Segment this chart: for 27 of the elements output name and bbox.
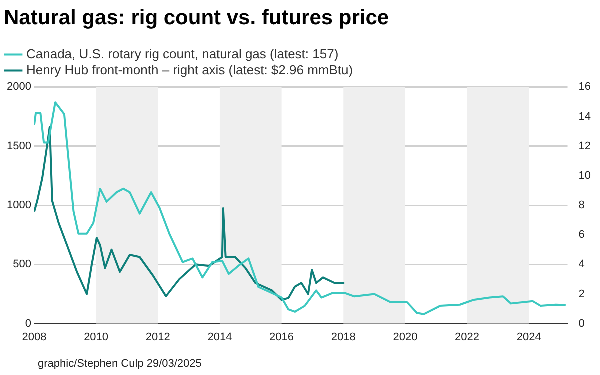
y2-tick-label: 14 — [578, 110, 592, 123]
x-tick-label: 2008 — [22, 331, 47, 344]
y2-tick-label: 4 — [578, 258, 585, 271]
y-tick-label: 0 — [25, 318, 32, 330]
x-tick-label: 2012 — [146, 331, 170, 344]
y2-tick-label: 0 — [578, 318, 585, 330]
chart-title: Natural gas: rig count vs. futures price — [4, 6, 390, 30]
y-tick-label: 1000 — [6, 200, 32, 212]
x-tick-label: 2024 — [516, 331, 542, 344]
y2-tick-label: 8 — [578, 200, 585, 212]
y-tick-label: 1500 — [6, 140, 32, 152]
text: graphic/Stephen Culp 29/03/2025 — [38, 358, 202, 370]
y2-tick-label: 10 — [578, 170, 592, 182]
x-tick-label: 2016 — [270, 331, 294, 344]
x-tick-label: 2022 — [455, 331, 480, 344]
x-tick-label: 2018 — [331, 331, 356, 344]
y2-tick-label: 6 — [578, 229, 585, 242]
legend-label: Henry Hub front-month – right axis (latest: $2.96 mmBtu) — [26, 62, 354, 78]
y2-tick-label: 12 — [578, 140, 592, 152]
y-tick-label: 500 — [13, 258, 32, 271]
legend-label: Canada, U.S. rotary rig count, natural gas (latest: 157) — [26, 46, 339, 62]
y2-tick-label: 2 — [578, 288, 585, 300]
x-tick-label: 2010 — [84, 331, 109, 344]
x-tick-label: 2020 — [393, 331, 418, 344]
y-tick-label: 2000 — [6, 81, 32, 94]
y2-tick-label: 16 — [578, 81, 592, 94]
x-tick-label: 2014 — [208, 331, 232, 344]
